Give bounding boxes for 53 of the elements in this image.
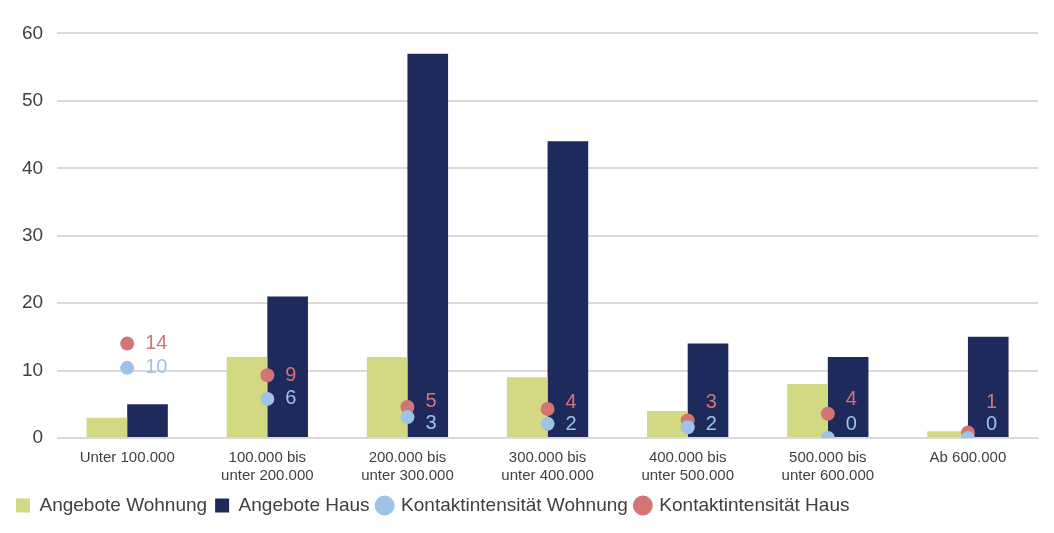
x-tick-label: Ab 600.000	[929, 448, 1007, 466]
data-label: 14	[145, 331, 168, 354]
bar	[506, 377, 548, 437]
point	[820, 406, 835, 421]
y-tick-label: 0	[32, 426, 44, 448]
point	[120, 336, 135, 351]
point	[260, 368, 275, 383]
point	[260, 391, 275, 406]
data-label: 3	[705, 389, 717, 412]
bar	[787, 384, 828, 437]
y-tick-label: 20	[21, 291, 44, 313]
point	[540, 402, 555, 416]
y-tick-label: 10	[21, 358, 44, 380]
point	[680, 420, 695, 435]
data-label: 4	[845, 387, 857, 410]
bar	[967, 336, 1009, 437]
x-tick-label: 500.000 bis unter 600.000	[781, 448, 875, 484]
data-label: 2	[565, 411, 577, 434]
data-label: 5	[425, 388, 437, 411]
legend-label: Angebote Haus	[238, 493, 370, 515]
legend-label: Kontaktintensität Wohnung	[401, 493, 628, 515]
point	[540, 416, 555, 431]
y-tick-label: 40	[21, 156, 44, 178]
data-label: 10	[145, 355, 168, 378]
data-label: 0	[845, 411, 857, 434]
x-tick-label: Unter 100.000	[79, 448, 175, 466]
data-label: 9	[285, 362, 297, 385]
data-label: 6	[285, 386, 297, 409]
y-tick-label: 50	[21, 89, 44, 111]
data-label: 3	[425, 410, 437, 433]
bar	[547, 141, 589, 437]
data-label: 1	[985, 389, 998, 412]
point	[400, 410, 415, 425]
bar	[687, 343, 729, 437]
point	[120, 360, 135, 375]
legend-label: Kontaktintensität Haus	[659, 493, 850, 515]
y-tick-label: 30	[21, 223, 44, 245]
bar	[407, 53, 449, 437]
x-tick-label: 400.000 bis unter 500.000	[641, 448, 734, 484]
legend-label: Angebote Wohnung	[39, 493, 208, 515]
data-label: 2	[705, 411, 717, 434]
bar	[267, 296, 308, 437]
bar	[127, 404, 168, 437]
bar	[827, 357, 869, 437]
x-tick-label: 300.000 bis unter 400.000	[501, 448, 594, 484]
y-tick-label: 60	[21, 21, 44, 43]
data-label: 4	[565, 389, 577, 412]
bar	[366, 357, 408, 437]
x-tick-label: 100.000 bis unter 200.000	[221, 448, 314, 484]
bar	[226, 357, 268, 437]
x-tick-label: 200.000 bis unter 300.000	[361, 448, 454, 484]
bar	[86, 417, 128, 437]
data-label: 0	[985, 411, 998, 434]
